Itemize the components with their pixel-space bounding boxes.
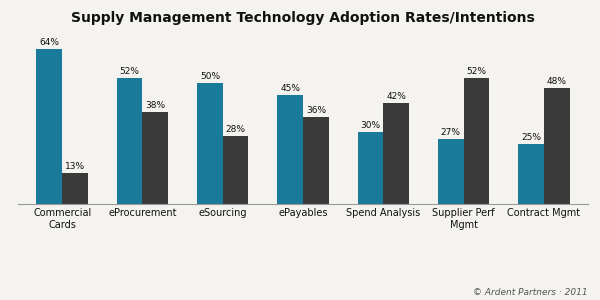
Bar bbox=[518, 144, 544, 204]
Bar bbox=[197, 83, 223, 204]
Bar bbox=[358, 131, 383, 204]
Text: 52%: 52% bbox=[466, 68, 487, 76]
Bar bbox=[438, 139, 464, 204]
Text: 36%: 36% bbox=[306, 106, 326, 115]
Text: 48%: 48% bbox=[547, 77, 566, 86]
Text: 50%: 50% bbox=[200, 72, 220, 81]
Text: 25%: 25% bbox=[521, 133, 541, 142]
Bar bbox=[142, 112, 168, 204]
Text: 38%: 38% bbox=[145, 101, 166, 110]
Text: 13%: 13% bbox=[65, 162, 85, 171]
Bar bbox=[303, 117, 329, 204]
Title: Supply Management Technology Adoption Rates/Intentions: Supply Management Technology Adoption Ra… bbox=[71, 11, 535, 25]
Bar bbox=[544, 88, 569, 204]
Text: 27%: 27% bbox=[441, 128, 461, 137]
Bar bbox=[277, 95, 303, 204]
Text: 28%: 28% bbox=[226, 125, 245, 134]
Text: 64%: 64% bbox=[40, 38, 59, 47]
Text: © Ardent Partners · 2011: © Ardent Partners · 2011 bbox=[473, 288, 588, 297]
Bar bbox=[383, 103, 409, 204]
Text: 52%: 52% bbox=[119, 68, 140, 76]
Bar bbox=[223, 136, 248, 204]
Bar bbox=[464, 78, 489, 204]
Bar bbox=[37, 49, 62, 204]
Text: 30%: 30% bbox=[361, 121, 380, 130]
Bar bbox=[62, 172, 88, 204]
Text: 42%: 42% bbox=[386, 92, 406, 100]
Bar bbox=[117, 78, 142, 204]
Text: 45%: 45% bbox=[280, 84, 300, 93]
